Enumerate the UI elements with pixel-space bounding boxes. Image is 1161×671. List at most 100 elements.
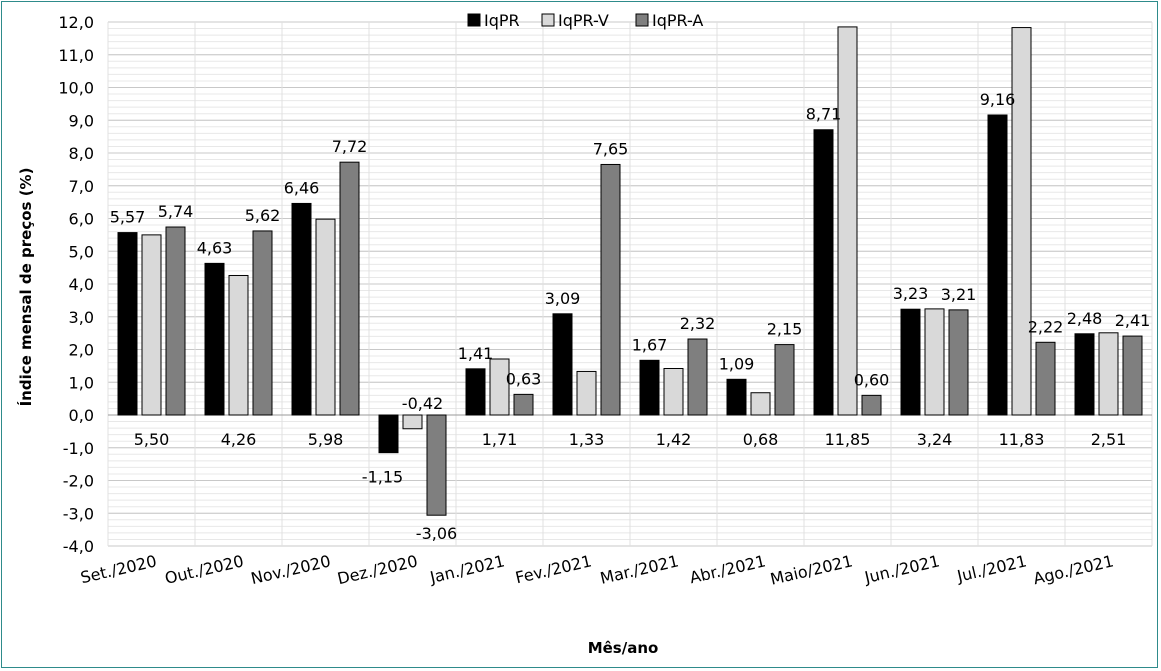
y-axis-ticks: -4,0 -3,0 -2,0 -1,0 0,0 1,0 2,0 3,0 4,0 5,0 6,0 7,0…	[58, 13, 94, 556]
data-label: 3,09	[545, 289, 581, 308]
bar-iqpr-7	[726, 378, 747, 416]
bar-iqpr-v-5	[576, 370, 597, 416]
data-label: 2,48	[1067, 309, 1103, 328]
data-label: 3,23	[893, 284, 929, 303]
y-tick-label: -4,0	[63, 537, 94, 556]
data-label: 7,65	[593, 139, 629, 158]
bar-iqpr-v-4	[489, 358, 510, 416]
bar-iqpr-v-1	[228, 274, 249, 416]
y-tick-label: 6,0	[69, 210, 94, 229]
data-label: 7,72	[332, 137, 368, 156]
bar-iqpr-9	[900, 308, 921, 416]
data-label: 2,15	[767, 320, 803, 339]
bar-iqpr-v-0	[141, 234, 162, 416]
y-tick-label: 10,0	[58, 79, 94, 98]
data-label: 5,57	[110, 208, 146, 227]
x-tick-label: Abr./2021	[688, 551, 768, 587]
data-label: 5,50	[134, 430, 170, 449]
data-label: 8,71	[806, 105, 842, 124]
data-label: 1,42	[656, 430, 692, 449]
bar-iqpr-v-7	[750, 392, 771, 416]
bar-iqpr-a-10	[1035, 341, 1056, 416]
bar-iqpr-0	[117, 232, 138, 416]
legend-label: IqPR	[484, 11, 520, 30]
data-label: 9,16	[980, 90, 1016, 109]
y-tick-label: 2,0	[69, 341, 94, 360]
data-label: 5,98	[308, 430, 344, 449]
bar-iqpr-v-9	[924, 308, 945, 416]
grid-lines	[107, 21, 1153, 547]
bar-iqpr-a-6	[687, 338, 708, 416]
x-tick-label: Jun./2021	[862, 551, 941, 587]
y-tick-label: 3,0	[69, 308, 94, 327]
y-tick-label: -1,0	[63, 439, 94, 458]
data-label: 4,63	[197, 238, 233, 257]
x-tick-label: Out./2020	[163, 551, 245, 588]
data-label: -3,06	[416, 524, 457, 543]
legend-label: IqPR-A	[652, 11, 703, 30]
x-tick-label: Jan./2021	[427, 551, 506, 587]
bar-iqpr-v-8	[837, 26, 858, 416]
legend-swatch-iqpr	[467, 13, 481, 27]
data-labels: 5,57 4,63 6,46 -1,15 1,41 3,09 1,67 1,09 8,71 3,2…	[110, 90, 1151, 543]
bars	[117, 26, 1143, 516]
legend-swatch-iqpr-v	[541, 13, 555, 27]
y-tick-label: 0,0	[69, 406, 94, 425]
data-label: 1,41	[458, 344, 494, 363]
data-label: 3,21	[941, 285, 977, 304]
data-label: 5,74	[158, 202, 194, 221]
y-tick-label: 12,0	[58, 13, 94, 32]
bar-iqpr-v-3	[402, 414, 423, 430]
data-label: 4,26	[221, 430, 257, 449]
x-tick-label: Fev./2021	[514, 551, 594, 587]
x-tick-label: Jul./2021	[954, 551, 1028, 586]
data-label: 2,22	[1028, 317, 1064, 336]
y-axis-title: Índice mensal de preços (%)	[16, 168, 35, 407]
bar-iqpr-a-4	[513, 393, 534, 416]
x-axis-ticks: Set./2020 Out./2020 Nov./2020 Dez./2020 Jan.…	[79, 551, 1116, 588]
data-label: 1,71	[482, 430, 518, 449]
x-tick-label: Set./2020	[79, 551, 159, 587]
bar-iqpr-a-1	[252, 230, 273, 416]
bar-iqpr-a-8	[861, 394, 882, 416]
bar-iqpr-a-9	[948, 309, 969, 416]
y-tick-label: 1,0	[69, 373, 94, 392]
y-tick-label: 5,0	[69, 242, 94, 261]
bar-iqpr-a-2	[339, 161, 360, 416]
y-tick-label: 7,0	[69, 177, 94, 196]
bar-iqpr-4	[465, 368, 486, 416]
bar-iqpr-3	[378, 414, 399, 454]
y-tick-label: 4,0	[69, 275, 94, 294]
data-label: 0,68	[743, 430, 779, 449]
x-axis-title: Mês/ano	[588, 639, 659, 657]
x-tick-label: Ago./2021	[1031, 551, 1115, 588]
bar-iqpr-v-2	[315, 218, 336, 416]
bar-iqpr-5	[552, 313, 573, 416]
legend-swatch-iqpr-a	[635, 13, 649, 27]
bar-iqpr-v-6	[663, 367, 684, 416]
x-tick-label: Dez./2020	[335, 551, 419, 588]
x-tick-label: Nov./2020	[249, 551, 332, 588]
y-tick-label: 9,0	[69, 111, 94, 130]
bar-iqpr-a-5	[600, 163, 621, 416]
data-label: 1,33	[569, 430, 605, 449]
y-tick-label: 8,0	[69, 144, 94, 163]
data-label: -0,42	[402, 394, 443, 413]
data-label: 2,32	[680, 314, 716, 333]
bar-iqpr-8	[813, 129, 834, 416]
bar-iqpr-6	[639, 359, 660, 416]
legend-label: IqPR-V	[558, 11, 609, 30]
data-label: 11,85	[825, 430, 871, 449]
y-tick-label: -3,0	[63, 504, 94, 523]
bar-iqpr-10	[987, 114, 1008, 416]
data-label: 1,67	[632, 335, 668, 354]
data-label: 6,46	[284, 178, 320, 197]
y-tick-label: -2,0	[63, 472, 94, 491]
data-label: 0,60	[854, 370, 890, 389]
data-label: 11,83	[999, 430, 1045, 449]
data-label: 1,09	[719, 354, 755, 373]
bar-iqpr-v-10	[1011, 27, 1032, 416]
data-label: 2,41	[1115, 311, 1151, 330]
bar-iqpr-11	[1074, 333, 1095, 416]
